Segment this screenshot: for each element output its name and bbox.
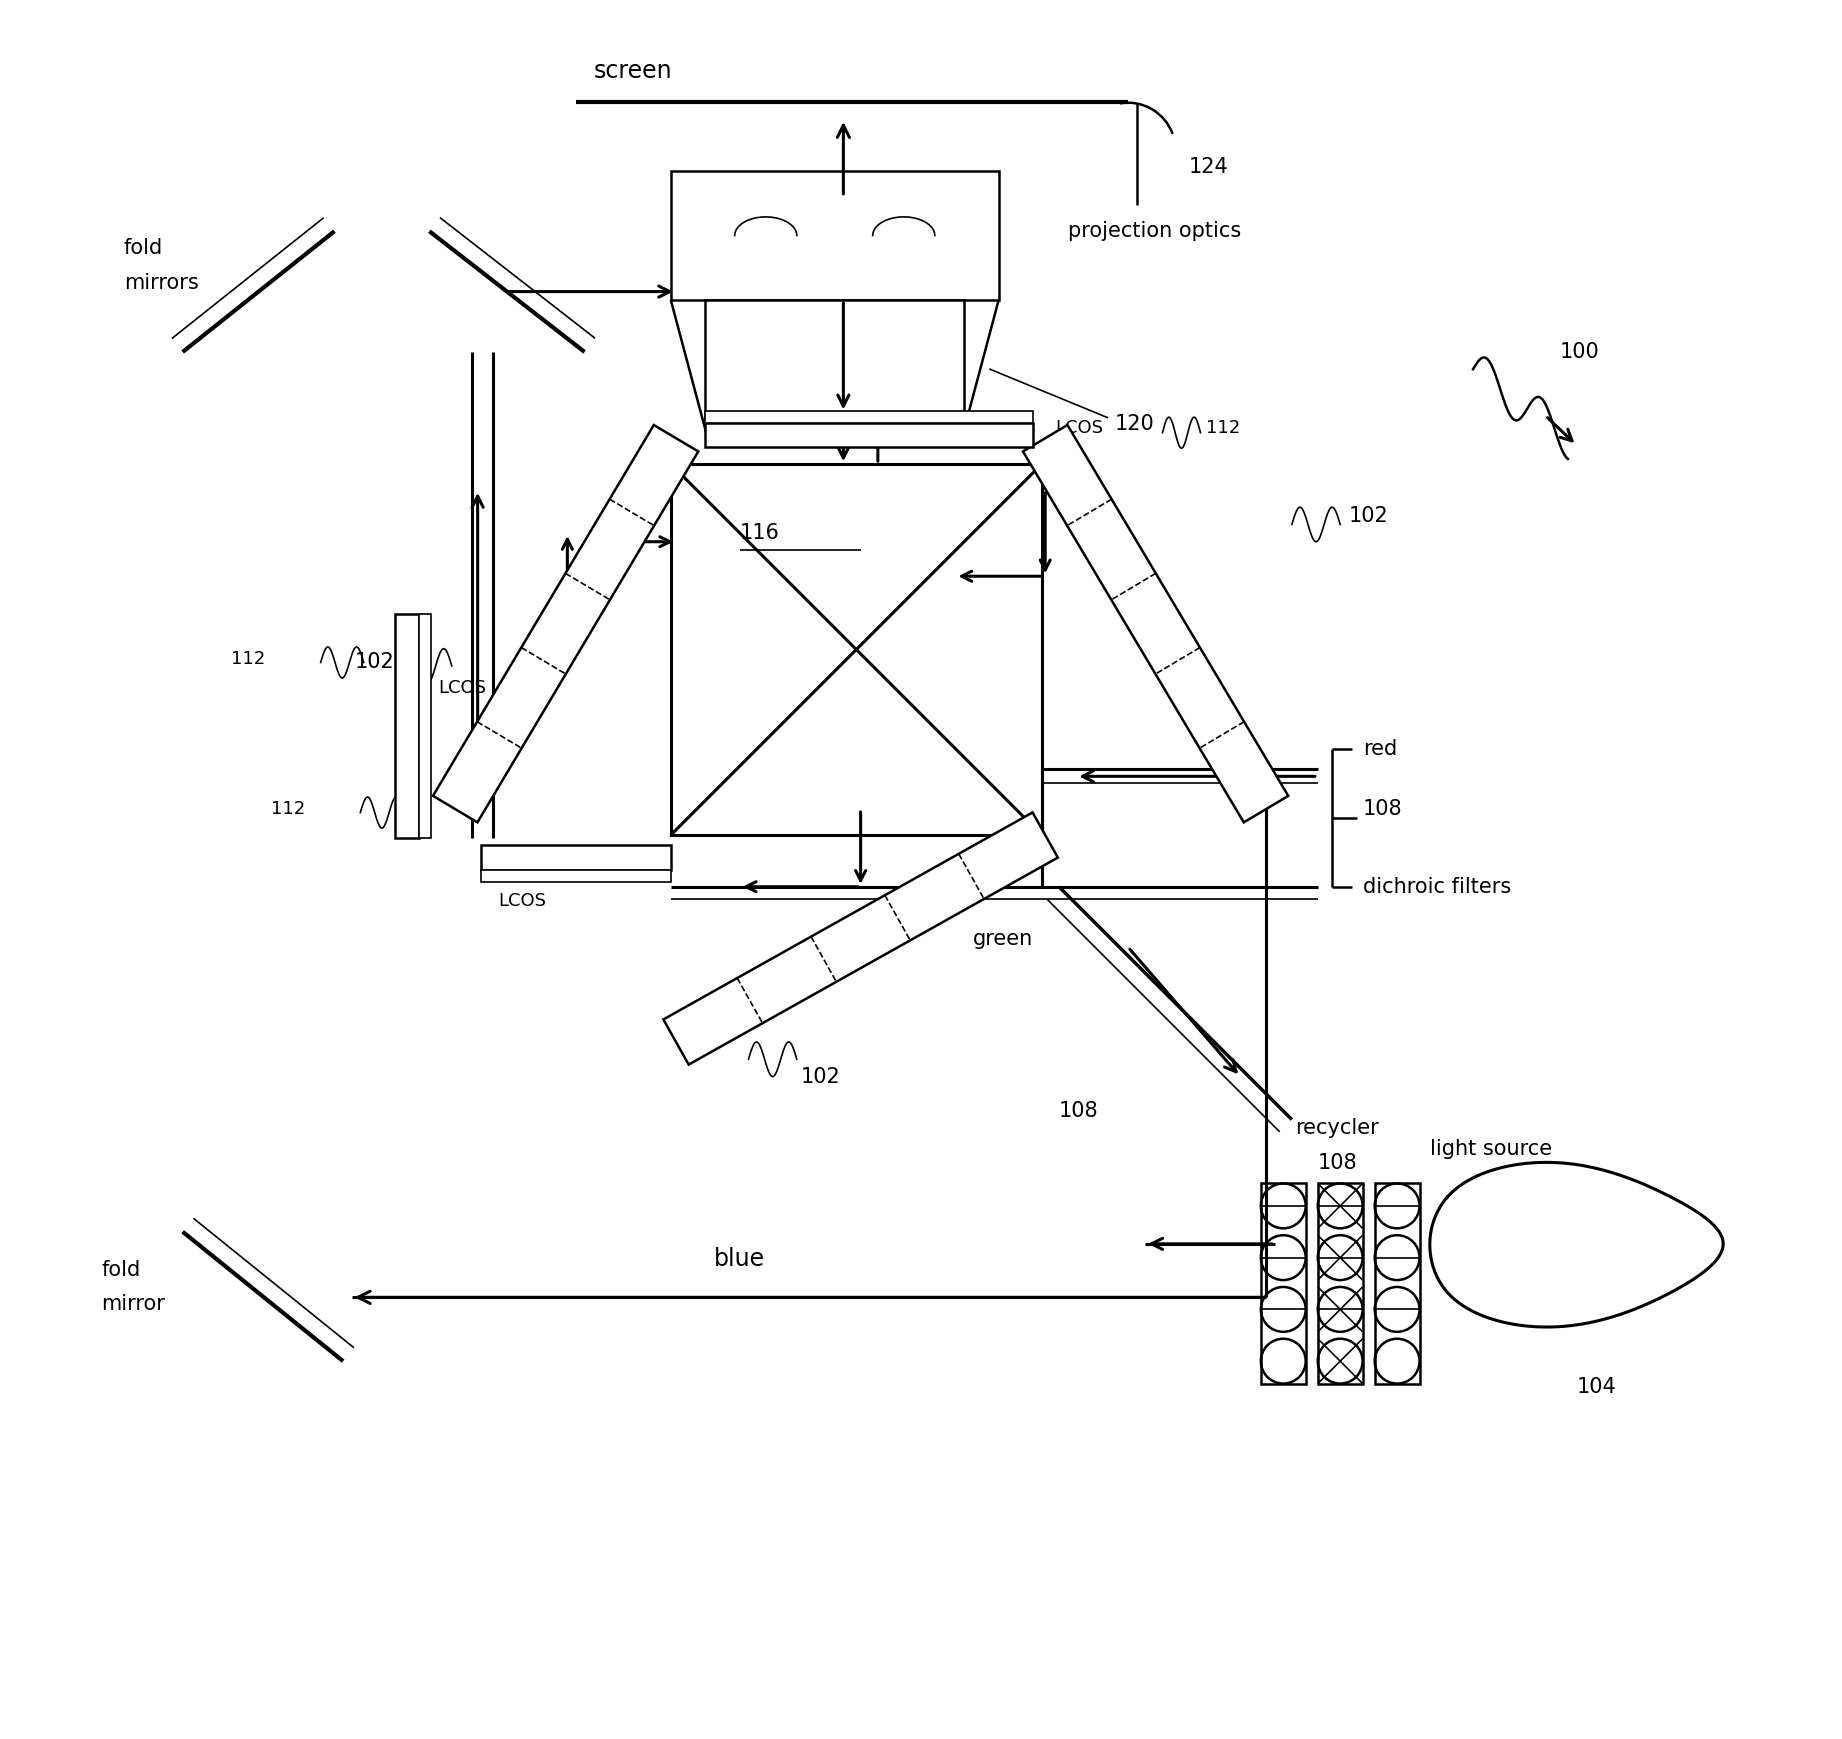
Text: 112: 112: [1207, 419, 1240, 436]
Text: fold: fold: [123, 238, 164, 259]
Bar: [481, 845, 670, 870]
Text: recycler: recycler: [1295, 1118, 1380, 1139]
Bar: [1260, 1184, 1306, 1384]
Text: 116: 116: [740, 523, 779, 543]
Text: 112: 112: [271, 800, 306, 817]
Text: red: red: [1363, 739, 1396, 758]
Polygon shape: [663, 812, 1057, 1064]
Text: mirror: mirror: [101, 1294, 166, 1315]
Text: light source: light source: [1429, 1139, 1553, 1158]
Polygon shape: [1022, 424, 1288, 823]
Text: 108: 108: [1059, 1101, 1098, 1122]
Text: LCOS: LCOS: [499, 892, 547, 909]
Text: 102: 102: [1348, 506, 1389, 525]
Text: 124: 124: [1188, 158, 1229, 177]
Bar: [705, 410, 1033, 423]
Bar: [705, 301, 963, 430]
Text: LCOS: LCOS: [438, 680, 486, 697]
Bar: [670, 464, 1043, 835]
Text: LCOS: LCOS: [1055, 419, 1103, 436]
Bar: [1317, 1184, 1363, 1384]
Bar: [1374, 1184, 1420, 1384]
Text: green: green: [973, 929, 1033, 948]
Text: 108: 108: [1317, 1153, 1358, 1172]
Text: mirrors: mirrors: [123, 273, 199, 292]
Text: dichroic filters: dichroic filters: [1363, 876, 1510, 897]
Polygon shape: [1429, 1162, 1722, 1327]
Text: blue: blue: [715, 1247, 764, 1271]
Text: fold: fold: [101, 1259, 140, 1280]
Bar: [394, 614, 418, 838]
Text: projection optics: projection optics: [1068, 221, 1242, 242]
Bar: [418, 614, 431, 838]
Text: 120: 120: [1114, 414, 1153, 435]
Bar: [670, 170, 998, 301]
Text: 108: 108: [1363, 800, 1402, 819]
Text: 104: 104: [1577, 1377, 1615, 1396]
Text: 112: 112: [232, 650, 265, 668]
Bar: [705, 423, 1033, 447]
Text: 102: 102: [356, 652, 394, 673]
Text: 100: 100: [1560, 343, 1599, 362]
Bar: [481, 870, 670, 882]
Text: screen: screen: [593, 59, 672, 83]
Text: 102: 102: [799, 1066, 840, 1087]
Polygon shape: [433, 424, 698, 823]
